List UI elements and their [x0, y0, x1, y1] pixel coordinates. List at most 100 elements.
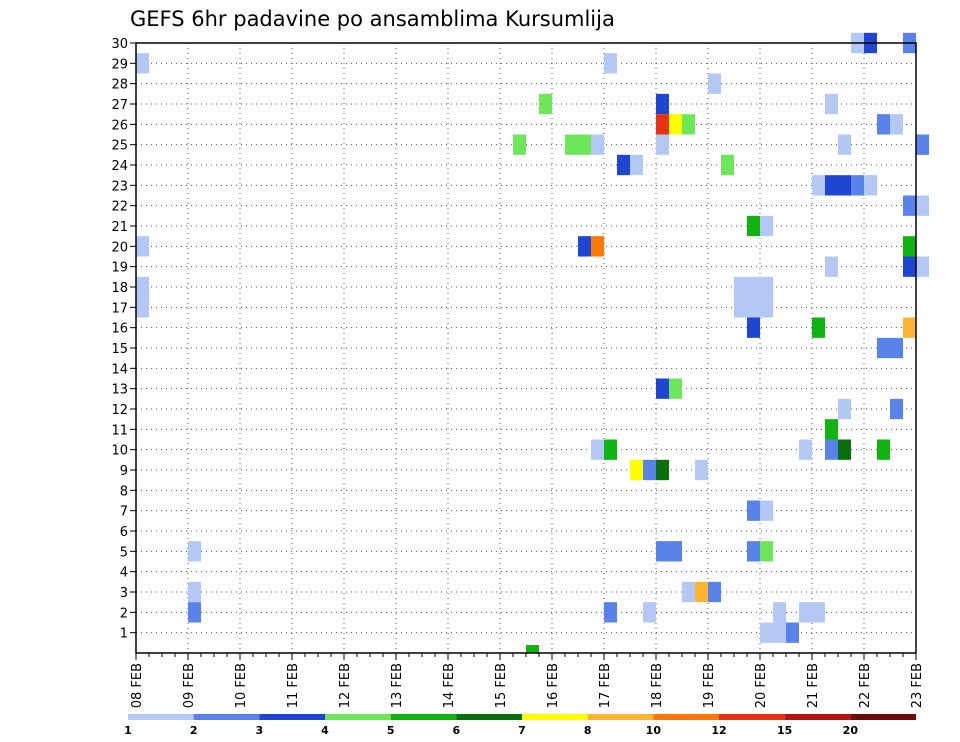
cell-member-5-step-48	[760, 541, 773, 562]
cell-member-18-step-46	[734, 276, 747, 298]
cell-member-25-step-40	[656, 134, 669, 155]
legend-swatch-3	[259, 714, 325, 720]
cell-member-9-step-38	[630, 459, 643, 481]
y-tick-label-8: 8	[120, 484, 128, 499]
color-legend: 1 2 3 4 5 6 7 8 10 12 15 20	[124, 714, 916, 737]
legend-swatch-10	[719, 714, 785, 720]
x-tick-label-14: 22 FEB	[858, 663, 873, 708]
x-tick-label-10: 18 FEB	[650, 663, 665, 708]
y-tick-label-11: 11	[111, 423, 128, 438]
y-tick-label-16: 16	[111, 322, 128, 337]
legend-swatch-6	[456, 714, 522, 720]
cell-member-17-step-48	[760, 297, 773, 318]
cell-member-26-step-40	[656, 114, 669, 135]
cell-member-11-step-53	[825, 419, 838, 440]
legend-swatch-11	[784, 714, 851, 720]
x-tick-label-9: 17 FEB	[598, 663, 613, 708]
y-tick-label-28: 28	[111, 78, 128, 93]
heatmap-cells	[136, 32, 929, 653]
y-tick-label-19: 19	[111, 261, 128, 276]
cell-member-24-step-37	[617, 154, 630, 176]
cell-member-25-step-35	[591, 134, 604, 155]
cell-member-2-step-51	[799, 602, 812, 623]
x-tick-label-0: 08 FEB	[130, 663, 145, 708]
x-tick-label-3: 11 FEB	[286, 663, 301, 708]
y-tick-label-9: 9	[120, 464, 128, 479]
cell-member-17-step-0	[136, 297, 149, 318]
cell-member-2-step-49	[773, 602, 786, 623]
x-tick-label-15: 23 FEB	[910, 663, 925, 708]
cell-member-19-step-59	[903, 256, 916, 277]
chart-title: GEFS 6hr padavine po ansamblima Kursumli…	[130, 7, 615, 31]
legend-label-6: 6	[453, 724, 461, 737]
cell-member-23-step-54	[838, 175, 851, 196]
x-tick-label-5: 13 FEB	[390, 663, 405, 708]
y-tick-label-5: 5	[120, 545, 128, 560]
y-tick-label-15: 15	[111, 342, 128, 357]
cell-member-24-step-45	[721, 154, 734, 176]
cell-member-7-step-47	[747, 500, 760, 521]
cell-member-1-step-49	[773, 622, 786, 643]
legend-swatch-9	[653, 714, 719, 720]
cell-member-15-step-58	[890, 337, 903, 359]
legend-label-10: 10	[646, 724, 662, 737]
cell-member-25-step-60	[916, 134, 929, 155]
x-tick-label-12: 20 FEB	[754, 663, 769, 708]
y-tick-label-10: 10	[111, 444, 128, 459]
y-tick-label-30: 30	[111, 37, 128, 52]
cell-member-3-step-4	[188, 581, 201, 603]
cell-member-20-step-34	[578, 236, 591, 257]
legend-label-3: 3	[256, 724, 264, 737]
cell-member-10-step-35	[591, 439, 604, 460]
cell-member-9-step-40	[656, 459, 669, 481]
cell-member-12-step-54	[838, 398, 851, 420]
cell-member-26-step-58	[890, 114, 903, 135]
cell-member-18-step-0	[136, 276, 149, 298]
cell-member-10-step-36	[604, 439, 617, 460]
cell-member-5-step-47	[747, 541, 760, 562]
x-tick-label-8: 16 FEB	[546, 663, 561, 708]
cell-member-13-step-41	[669, 378, 682, 399]
cell-member-21-step-48	[760, 215, 773, 237]
cell-member-0-step-30	[526, 645, 539, 653]
cell-member-17-step-46	[734, 297, 747, 318]
legend-swatch-2	[193, 714, 260, 720]
y-tick-label-26: 26	[111, 118, 128, 133]
cell-member-26-step-42	[682, 114, 695, 135]
cell-member-21-step-47	[747, 215, 760, 237]
cell-member-2-step-39	[643, 602, 656, 623]
cell-member-26-step-41	[669, 114, 682, 135]
cell-member-27-step-53	[825, 93, 838, 115]
x-tick-label-7: 15 FEB	[494, 663, 509, 708]
y-tick-label-25: 25	[111, 139, 128, 154]
cell-member-10-step-57	[877, 439, 890, 460]
cell-member-16-step-52	[812, 317, 825, 338]
cell-member-28-step-44	[708, 73, 721, 94]
y-axis: 1234567891011121314151617181920212223242…	[111, 37, 136, 642]
cell-member-25-step-54	[838, 134, 851, 155]
cell-member-23-step-52	[812, 175, 825, 196]
cell-member-22-step-59	[903, 195, 916, 216]
cell-member-10-step-53	[825, 439, 838, 460]
y-tick-label-1: 1	[120, 627, 128, 642]
y-tick-label-7: 7	[120, 505, 128, 520]
cell-member-27-step-31	[539, 93, 552, 115]
cell-member-15-step-57	[877, 337, 890, 359]
x-axis: 08 FEB 09 FEB 10 FEB 11 FEB 12 FEB 13 FEB 14 F…	[130, 653, 925, 708]
cell-member-5-step-40	[656, 541, 669, 562]
y-tick-label-21: 21	[111, 220, 128, 235]
y-tick-label-2: 2	[120, 606, 128, 621]
cell-member-24-step-38	[630, 154, 643, 176]
legend-label-12: 12	[711, 724, 726, 737]
cell-member-23-step-53	[825, 175, 838, 196]
x-tick-label-2: 10 FEB	[234, 663, 249, 708]
legend-swatch-1	[128, 714, 194, 720]
cell-member-17-step-47	[747, 297, 760, 318]
cell-member-16-step-59	[903, 317, 916, 338]
y-tick-label-12: 12	[111, 403, 128, 418]
x-tick-label-1: 09 FEB	[182, 663, 197, 708]
cell-member-25-step-33	[565, 134, 578, 155]
legend-label-7: 7	[518, 724, 526, 737]
x-tick-label-13: 21 FEB	[806, 663, 821, 708]
cell-member-5-step-41	[669, 541, 682, 562]
